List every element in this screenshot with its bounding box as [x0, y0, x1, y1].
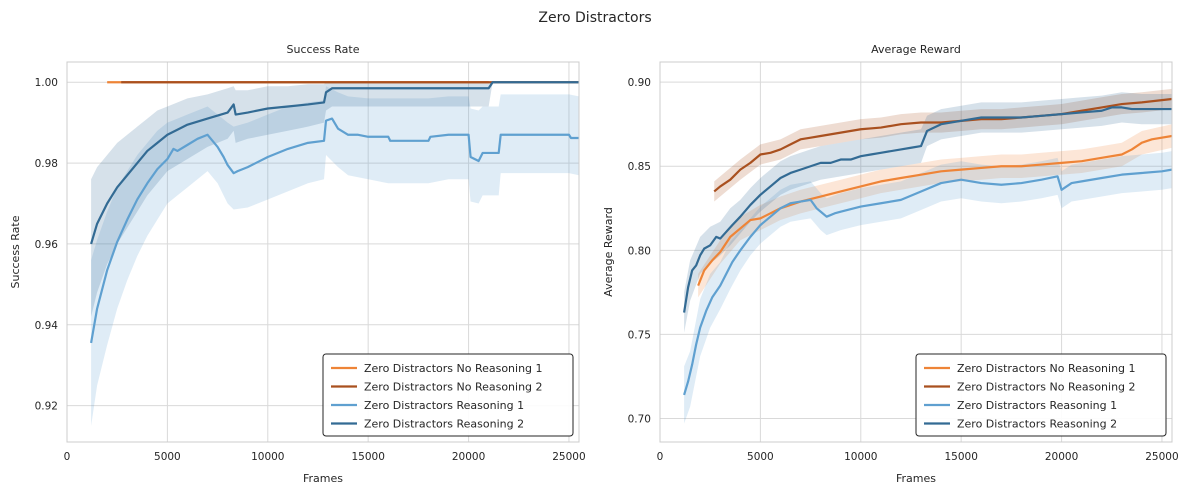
legend-entry: Zero Distractors Reasoning 1	[364, 399, 524, 412]
y-tick-label: 0.90	[628, 77, 651, 89]
x-axis-label: Frames	[303, 472, 343, 485]
x-tick-label: 0	[64, 451, 71, 463]
confidence-band	[684, 151, 1172, 424]
x-tick-label: 20000	[452, 451, 485, 463]
series-line	[90, 117, 579, 344]
x-axis-label: Frames	[896, 472, 936, 485]
y-tick-label: 0.80	[628, 245, 651, 257]
legend-box	[915, 353, 1167, 437]
legend-entry: Zero Distractors No Reasoning 2	[364, 381, 543, 394]
x-tick-label: 25000	[1145, 451, 1178, 463]
confidence-band	[684, 92, 1172, 333]
chart-title: Average Reward	[871, 43, 961, 56]
legend-entry: Zero Distractors No Reasoning 2	[957, 381, 1136, 394]
y-tick-label: 0.98	[35, 158, 58, 170]
x-tick-label: 15000	[944, 451, 977, 463]
series-line	[683, 168, 1172, 396]
success-rate-chart: Success Rate Frames Success Rate 0 5000 10…	[9, 43, 586, 485]
x-tick-label: 25000	[552, 451, 585, 463]
series-line	[90, 81, 579, 245]
legend-entry: Zero Distractors No Reasoning 1	[957, 362, 1136, 375]
confidence-band	[91, 86, 579, 426]
axes-frame	[66, 61, 580, 443]
y-tick-label: 0.94	[35, 320, 59, 332]
legend-entry: Zero Distractors Reasoning 1	[957, 399, 1117, 412]
average-reward-chart: Average Reward Frames Average Reward 0 50…	[602, 43, 1179, 485]
y-tick-label: 0.92	[35, 401, 58, 413]
y-tick-label: 0.96	[35, 239, 59, 251]
legend-entry: Zero Distractors No Reasoning 1	[364, 362, 543, 375]
legend-entry: Zero Distractors Reasoning 2	[957, 418, 1117, 431]
legend: Zero Distractors No Reasoning 1 Zero Dist…	[915, 353, 1167, 437]
x-tick-label: 5000	[747, 451, 774, 463]
chart-title: Success Rate	[287, 43, 360, 56]
figure-suptitle: Zero Distractors	[538, 10, 651, 26]
x-tick-label: 20000	[1045, 451, 1078, 463]
plot-area	[683, 88, 1172, 424]
x-tick-label: 10000	[251, 451, 284, 463]
y-axis-label: Average Reward	[602, 207, 615, 297]
y-tick-label: 1.00	[35, 77, 58, 89]
x-tick-label: 10000	[844, 451, 877, 463]
legend: Zero Distractors No Reasoning 1 Zero Dist…	[322, 353, 574, 437]
y-tick-label: 0.70	[628, 413, 651, 425]
x-tick-label: 15000	[351, 451, 384, 463]
plot-area	[90, 81, 579, 426]
y-axis-label: Success Rate	[9, 215, 22, 288]
legend-box	[322, 353, 574, 437]
legend-entry: Zero Distractors Reasoning 2	[364, 418, 524, 431]
x-tick-label: 5000	[154, 451, 181, 463]
axes-frame	[659, 61, 1173, 443]
confidence-band	[698, 124, 1172, 298]
confidence-band	[714, 88, 1172, 202]
series-line	[697, 134, 1172, 287]
y-tick-label: 0.85	[628, 161, 651, 173]
y-tick-label: 0.75	[628, 329, 651, 341]
series-line	[683, 106, 1172, 313]
x-tick-label: 0	[657, 451, 664, 463]
